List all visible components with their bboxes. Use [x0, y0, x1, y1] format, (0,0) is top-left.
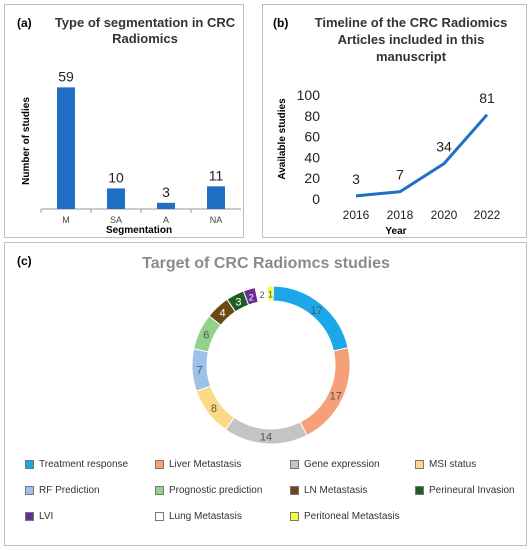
slice-value-label: 2 [260, 290, 265, 300]
legend-item: LVI [25, 511, 53, 522]
x-tick-label: 2020 [431, 208, 458, 222]
x-tick-label: NA [210, 215, 223, 225]
legend-label: Gene expression [304, 459, 380, 470]
x-tick-label: 2018 [387, 208, 414, 222]
legend-label: LVI [39, 511, 54, 522]
chart-b-xlabel: Year [385, 226, 406, 237]
timeline-series-line [355, 113, 489, 198]
x-tick-label: 2016 [343, 208, 370, 222]
legend-label: RF Prediction [39, 485, 100, 496]
bar-value-label: 11 [209, 167, 224, 183]
point-value-label: 81 [479, 90, 495, 106]
y-tick-label: 40 [304, 149, 320, 165]
legend-item: Perineural Invasion [415, 485, 515, 496]
bar-a [157, 202, 175, 209]
slice-value-label: 17 [330, 390, 342, 402]
legend-item: Prognostic prediction [155, 485, 262, 496]
chart-a-xlabel: Segmentation [106, 225, 172, 236]
legend-label: Prognostic prediction [169, 485, 263, 496]
legend-swatch [415, 460, 424, 469]
legend-label: MSI status [429, 459, 477, 470]
legend-item: Liver Metastasis [155, 459, 241, 470]
panel-a-label: (a) [17, 16, 32, 30]
slice-value-label: 2 [249, 292, 254, 302]
point-value-label: 7 [396, 167, 404, 183]
legend-label: Lung Metastasis [169, 511, 242, 522]
legend-swatch [415, 486, 424, 495]
legend-label: LN Metastasis [304, 485, 368, 496]
slice-value-label: 6 [203, 330, 209, 342]
y-tick-label: 80 [304, 108, 320, 124]
legend-swatch [290, 486, 299, 495]
legend-item: Peritoneal Metastasis [290, 511, 400, 522]
slice-value-label: 7 [197, 365, 203, 377]
point-value-label: 34 [436, 139, 452, 155]
chart-b-title: Timeline of the CRC Radiomics Articles in… [315, 15, 508, 64]
segmentation-panel: (a) Type of segmentation in CRC Radiomics… [4, 4, 244, 238]
legend-item: Lung Metastasis [155, 511, 242, 522]
legend-swatch [155, 486, 164, 495]
bar-na [207, 186, 225, 209]
x-tick-label: A [163, 215, 169, 225]
y-tick-label: 100 [297, 87, 321, 103]
chart-b-ylabel: Available studies [277, 98, 288, 180]
point-value-label: 3 [352, 171, 360, 187]
x-tick-label: SA [110, 215, 122, 225]
legend-swatch [290, 460, 299, 469]
legend-item: RF Prediction [25, 485, 100, 496]
x-tick-label: 2022 [474, 208, 501, 222]
legend-swatch [25, 460, 34, 469]
timeline-panel: (b) Timeline of the CRC Radiomics Article… [262, 4, 527, 238]
slice-value-label: 14 [260, 431, 272, 443]
chart-a-title: Type of segmentation in CRC Radiomics [55, 15, 236, 46]
bar-value-label: 10 [108, 169, 124, 185]
bar-value-label: 59 [58, 68, 74, 84]
legend-item: MSI status [415, 459, 476, 470]
y-tick-label: 0 [312, 191, 320, 207]
legend-item: Treatment response [25, 459, 128, 470]
x-tick-label: M [62, 215, 70, 225]
y-tick-label: 20 [304, 170, 320, 186]
panel-b-label: (b) [273, 16, 288, 30]
legend-swatch [155, 512, 164, 521]
legend-label: Peritoneal Metastasis [304, 511, 400, 522]
legend-label: Treatment response [39, 459, 129, 470]
y-tick-label: 60 [304, 129, 320, 145]
legend-item: LN Metastasis [290, 485, 367, 496]
segmentation-bar-chart: (a) Type of segmentation in CRC Radiomics… [17, 15, 241, 236]
legend-label: Perineural Invasion [429, 485, 515, 496]
legend-swatch [25, 512, 34, 521]
slice-value-label: 3 [235, 296, 241, 308]
slice-value-label: 17 [310, 305, 322, 317]
legend-swatch [25, 486, 34, 495]
donut-slice-1 [299, 347, 351, 436]
donut-slice-10 [266, 285, 274, 302]
legend-label: Liver Metastasis [169, 459, 242, 470]
slice-value-label: 4 [219, 307, 225, 319]
bar-m [57, 87, 75, 209]
slice-value-label: 1 [268, 290, 273, 300]
donut-slice-0 [272, 285, 349, 352]
targets-panel: (c) Target of CRC Radiomcs studies 17 17 1… [4, 242, 527, 546]
chart-a-ylabel: Number of studies [21, 97, 32, 185]
legend-swatch [290, 512, 299, 521]
slice-value-label: 8 [211, 403, 217, 415]
legend-swatch [155, 460, 164, 469]
bar-sa [107, 188, 125, 209]
targets-donut-chart: (c) Target of CRC Radiomcs studies 17171… [17, 254, 390, 445]
timeline-line-chart: (b) Timeline of the CRC Radiomics Article… [273, 15, 508, 237]
legend-item: Gene expression [290, 459, 380, 470]
bar-value-label: 3 [162, 184, 170, 200]
chart-c-title: Target of CRC Radiomcs studies [142, 255, 390, 272]
panel-c-label: (c) [17, 254, 32, 268]
